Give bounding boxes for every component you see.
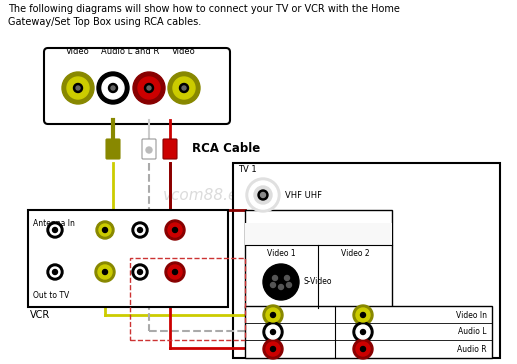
Circle shape — [102, 228, 108, 233]
Circle shape — [360, 347, 366, 352]
Text: RCA Cable: RCA Cable — [192, 142, 260, 154]
Circle shape — [165, 262, 185, 282]
Circle shape — [270, 347, 276, 352]
Circle shape — [356, 308, 370, 322]
Circle shape — [261, 193, 266, 198]
Circle shape — [132, 222, 148, 238]
Circle shape — [353, 339, 373, 359]
Circle shape — [266, 325, 280, 339]
Circle shape — [266, 308, 280, 322]
Circle shape — [95, 262, 115, 282]
Circle shape — [53, 228, 57, 233]
Circle shape — [76, 86, 80, 90]
Circle shape — [353, 322, 373, 342]
FancyBboxPatch shape — [163, 139, 177, 159]
Circle shape — [109, 83, 117, 92]
Circle shape — [353, 305, 373, 325]
Circle shape — [254, 186, 272, 204]
Circle shape — [99, 224, 111, 236]
Circle shape — [284, 276, 290, 281]
Circle shape — [263, 305, 283, 325]
Circle shape — [270, 329, 276, 335]
Circle shape — [138, 77, 160, 99]
Circle shape — [270, 313, 276, 317]
Bar — [28, 210, 228, 307]
Text: VHF UHF: VHF UHF — [285, 190, 322, 199]
Circle shape — [263, 322, 283, 342]
Circle shape — [173, 228, 177, 233]
Text: Out to TV: Out to TV — [33, 292, 69, 301]
Circle shape — [47, 264, 63, 280]
Circle shape — [356, 325, 370, 339]
Circle shape — [135, 225, 145, 235]
Circle shape — [47, 222, 63, 238]
Circle shape — [132, 264, 148, 280]
Circle shape — [50, 225, 60, 235]
Circle shape — [144, 83, 154, 92]
Circle shape — [102, 269, 108, 274]
Circle shape — [266, 342, 280, 356]
Text: Video 1: Video 1 — [267, 249, 295, 257]
Circle shape — [165, 220, 185, 240]
Bar — [245, 223, 392, 245]
Text: S-Video: S-Video — [303, 277, 331, 286]
Circle shape — [96, 221, 114, 239]
Circle shape — [146, 147, 152, 153]
Circle shape — [135, 267, 145, 277]
Circle shape — [272, 276, 278, 281]
Circle shape — [263, 339, 283, 359]
Circle shape — [263, 264, 299, 300]
Circle shape — [133, 72, 165, 104]
Bar — [233, 163, 500, 358]
Circle shape — [73, 83, 83, 92]
Circle shape — [173, 269, 177, 274]
FancyBboxPatch shape — [142, 139, 156, 159]
Circle shape — [50, 267, 60, 277]
Circle shape — [138, 228, 143, 233]
FancyBboxPatch shape — [106, 139, 120, 159]
Circle shape — [168, 265, 182, 279]
Circle shape — [138, 269, 143, 274]
Text: Audio L and R: Audio L and R — [101, 47, 159, 56]
Circle shape — [279, 285, 283, 289]
Circle shape — [360, 329, 366, 335]
FancyBboxPatch shape — [44, 48, 230, 124]
Bar — [245, 210, 392, 308]
Text: vcom88.en.alibaba.com: vcom88.en.alibaba.com — [163, 187, 346, 202]
Circle shape — [246, 178, 280, 212]
Text: Video 2: Video 2 — [341, 249, 369, 257]
Circle shape — [360, 313, 366, 317]
Circle shape — [249, 181, 277, 209]
Bar — [130, 258, 245, 340]
Text: VCR: VCR — [30, 310, 50, 320]
Circle shape — [182, 86, 186, 90]
Circle shape — [97, 72, 129, 104]
Text: The following diagrams will show how to connect your TV or VCR with the Home
Gat: The following diagrams will show how to … — [8, 4, 400, 27]
Circle shape — [62, 72, 94, 104]
Text: Antenna In: Antenna In — [33, 219, 75, 229]
Circle shape — [356, 342, 370, 356]
Circle shape — [53, 269, 57, 274]
Circle shape — [168, 72, 200, 104]
Text: Video: Video — [172, 47, 196, 56]
Circle shape — [173, 77, 195, 99]
Circle shape — [168, 223, 182, 237]
Circle shape — [102, 77, 124, 99]
Text: TV 1: TV 1 — [238, 165, 256, 174]
Circle shape — [98, 265, 112, 279]
Circle shape — [258, 190, 268, 200]
Text: Video: Video — [66, 47, 90, 56]
Text: Audio L: Audio L — [459, 328, 487, 336]
Circle shape — [270, 282, 276, 288]
Circle shape — [179, 83, 189, 92]
Circle shape — [111, 86, 115, 90]
Circle shape — [147, 86, 151, 90]
Text: Audio R: Audio R — [458, 344, 487, 353]
Circle shape — [286, 282, 292, 288]
Circle shape — [67, 77, 89, 99]
Text: Video In: Video In — [456, 310, 487, 320]
Bar — [245, 306, 492, 358]
